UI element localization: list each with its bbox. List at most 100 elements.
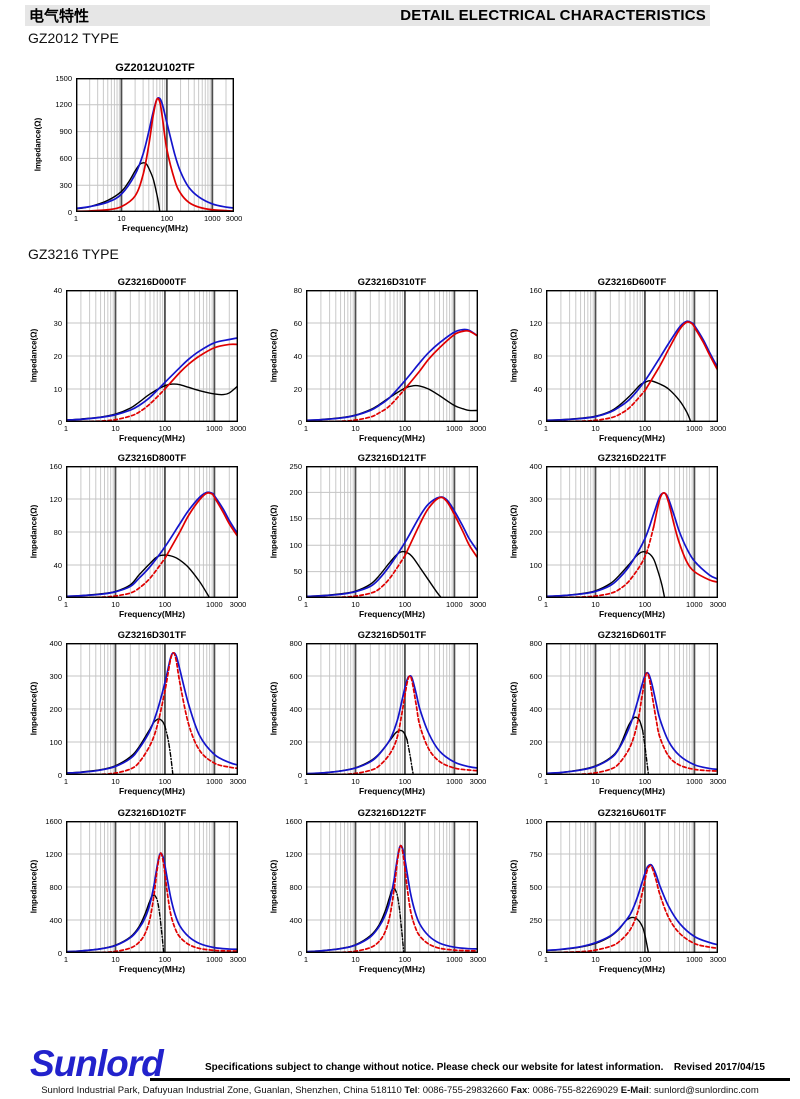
- impedance-plot-canvas: [66, 643, 238, 775]
- x-tick-label: 100: [160, 214, 174, 223]
- x-tick-label: 10: [351, 424, 360, 433]
- impedance-plot-canvas: [306, 821, 478, 953]
- x-tick-label: 1: [543, 777, 549, 786]
- footer-address-part: Tel: [404, 1085, 418, 1096]
- x-tick-label: 1: [63, 955, 69, 964]
- x-axis-label: Frequency(MHz): [598, 609, 666, 619]
- chart-title: GZ3216D102TF: [117, 808, 187, 819]
- x-tick-label: 1: [303, 424, 309, 433]
- impedance-plot-canvas: [546, 466, 718, 598]
- y-tick-label: 160: [529, 285, 542, 295]
- chart-gz3216d600tf: GZ3216D600TF Impedance(Ω) 0 40 80 120 160 1 10 10…: [506, 276, 742, 448]
- x-tick-label: 3000: [709, 955, 727, 964]
- x-tick-label: 1: [543, 955, 549, 964]
- x-axis-label: Frequency(MHz): [358, 786, 426, 796]
- chart-title: GZ3216D301TF: [117, 630, 187, 641]
- y-tick-label: 400: [529, 704, 542, 714]
- y-tick-label: 800: [49, 882, 62, 892]
- y-tick-label: 1500: [55, 73, 72, 83]
- header-bar: 电气特性 DETAIL ELECTRICAL CHARACTERISTICS: [25, 5, 710, 26]
- x-tick-label: 1000: [686, 955, 703, 964]
- y-tick-label: 120: [529, 318, 542, 328]
- x-tick-label: 1000: [446, 777, 463, 786]
- x-tick-label: 10: [351, 600, 360, 609]
- y-tick-label: 0: [57, 948, 62, 958]
- y-tick-label: 400: [289, 915, 302, 925]
- chart-gz3216d501tf: GZ3216D501TF Impedance(Ω) 0 200 400 600 800 1 10…: [266, 629, 502, 801]
- y-tick-label: 20: [293, 384, 302, 394]
- x-tick-label: 3000: [709, 600, 727, 609]
- y-tick-label: 0: [57, 417, 62, 427]
- y-tick-label: 0: [537, 770, 542, 780]
- x-axis-label: Frequency(MHz): [358, 964, 426, 974]
- x-tick-label: 3000: [229, 955, 247, 964]
- y-tick-label: 80: [53, 527, 62, 537]
- chart-gz2012u102tf: GZ2012U102TF Impedance(Ω) 0 300 600 900 1200 15…: [30, 60, 265, 246]
- x-tick-label: 1000: [203, 214, 221, 223]
- x-tick-label: 1: [303, 955, 309, 964]
- x-tick-label: 3000: [225, 214, 243, 223]
- x-axis-label: Frequency(MHz): [598, 433, 666, 443]
- chart-gz3216d102tf: GZ3216D102TF Impedance(Ω) 0 400 800 1200 1600 1…: [26, 807, 262, 979]
- footer-revised-date: Revised 2017/04/15: [673, 1062, 765, 1073]
- footer-address-part: : sunlord@sunlordinc.com: [648, 1085, 759, 1096]
- impedance-plot-canvas: [546, 290, 718, 422]
- y-tick-label: 400: [529, 461, 542, 471]
- footer-divider: [150, 1078, 790, 1081]
- y-tick-label: 80: [293, 285, 302, 295]
- x-tick-label: 100: [158, 600, 172, 609]
- impedance-plot-canvas: [76, 78, 234, 212]
- x-tick-label: 3000: [469, 777, 487, 786]
- y-tick-label: 0: [57, 770, 62, 780]
- x-tick-label: 10: [591, 424, 600, 433]
- y-tick-label: 1000: [525, 816, 542, 826]
- x-axis-label: Frequency(MHz): [598, 786, 666, 796]
- footer-address-part: : 0086-755-29832660: [417, 1085, 511, 1096]
- y-tick-label: 0: [67, 207, 72, 217]
- x-tick-label: 10: [111, 424, 120, 433]
- impedance-plot-canvas: [546, 821, 718, 953]
- x-axis-label: Frequency(MHz): [358, 609, 426, 619]
- x-tick-label: 100: [158, 424, 172, 433]
- impedance-plot-canvas: [306, 466, 478, 598]
- x-tick-label: 1: [303, 777, 309, 786]
- y-tick-label: 200: [289, 737, 302, 747]
- chart-title: GZ3216D601TF: [597, 630, 667, 641]
- y-tick-label: 200: [289, 487, 302, 497]
- x-axis-label: Frequency(MHz): [118, 433, 186, 443]
- chart-gz3216u601tf: GZ3216U601TF Impedance(Ω) 0 250 500 750 1000 1 1…: [506, 807, 742, 979]
- section-gz3216-label: GZ3216 TYPE: [28, 246, 119, 262]
- x-tick-label: 100: [398, 424, 412, 433]
- footer-address: Sunlord Industrial Park, Dafuyuan Indust…: [0, 1085, 800, 1096]
- x-tick-label: 1000: [206, 955, 223, 964]
- y-tick-label: 0: [537, 948, 542, 958]
- y-tick-label: 40: [53, 285, 62, 295]
- x-tick-label: 1000: [686, 600, 703, 609]
- x-tick-label: 100: [398, 777, 412, 786]
- x-tick-label: 100: [398, 955, 412, 964]
- y-tick-label: 1200: [45, 849, 62, 859]
- x-tick-label: 3000: [229, 424, 247, 433]
- y-tick-label: 300: [49, 671, 62, 681]
- x-tick-label: 100: [638, 600, 652, 609]
- y-tick-label: 10: [53, 384, 62, 394]
- x-axis-label: Frequency(MHz): [118, 609, 186, 619]
- x-axis-label: Frequency(MHz): [121, 223, 189, 233]
- y-tick-label: 20: [53, 351, 62, 361]
- y-tick-label: 300: [529, 494, 542, 504]
- chart-title: GZ2012U102TF: [115, 62, 195, 74]
- footer-note: Specifications subject to change without…: [205, 1062, 765, 1073]
- x-tick-label: 1000: [206, 424, 223, 433]
- y-tick-label: 50: [293, 567, 302, 577]
- chart-title: GZ3216D310TF: [357, 277, 427, 288]
- x-tick-label: 100: [398, 600, 412, 609]
- y-tick-label: 30: [53, 318, 62, 328]
- y-tick-label: 40: [533, 384, 542, 394]
- y-tick-label: 120: [49, 494, 62, 504]
- chart-title: GZ3216D501TF: [357, 630, 427, 641]
- x-tick-label: 1000: [446, 600, 463, 609]
- footer-address-part: Sunlord Industrial Park, Dafuyuan Indust…: [41, 1085, 405, 1096]
- y-tick-label: 1600: [285, 816, 302, 826]
- x-axis-label: Frequency(MHz): [118, 786, 186, 796]
- x-tick-label: 10: [111, 600, 120, 609]
